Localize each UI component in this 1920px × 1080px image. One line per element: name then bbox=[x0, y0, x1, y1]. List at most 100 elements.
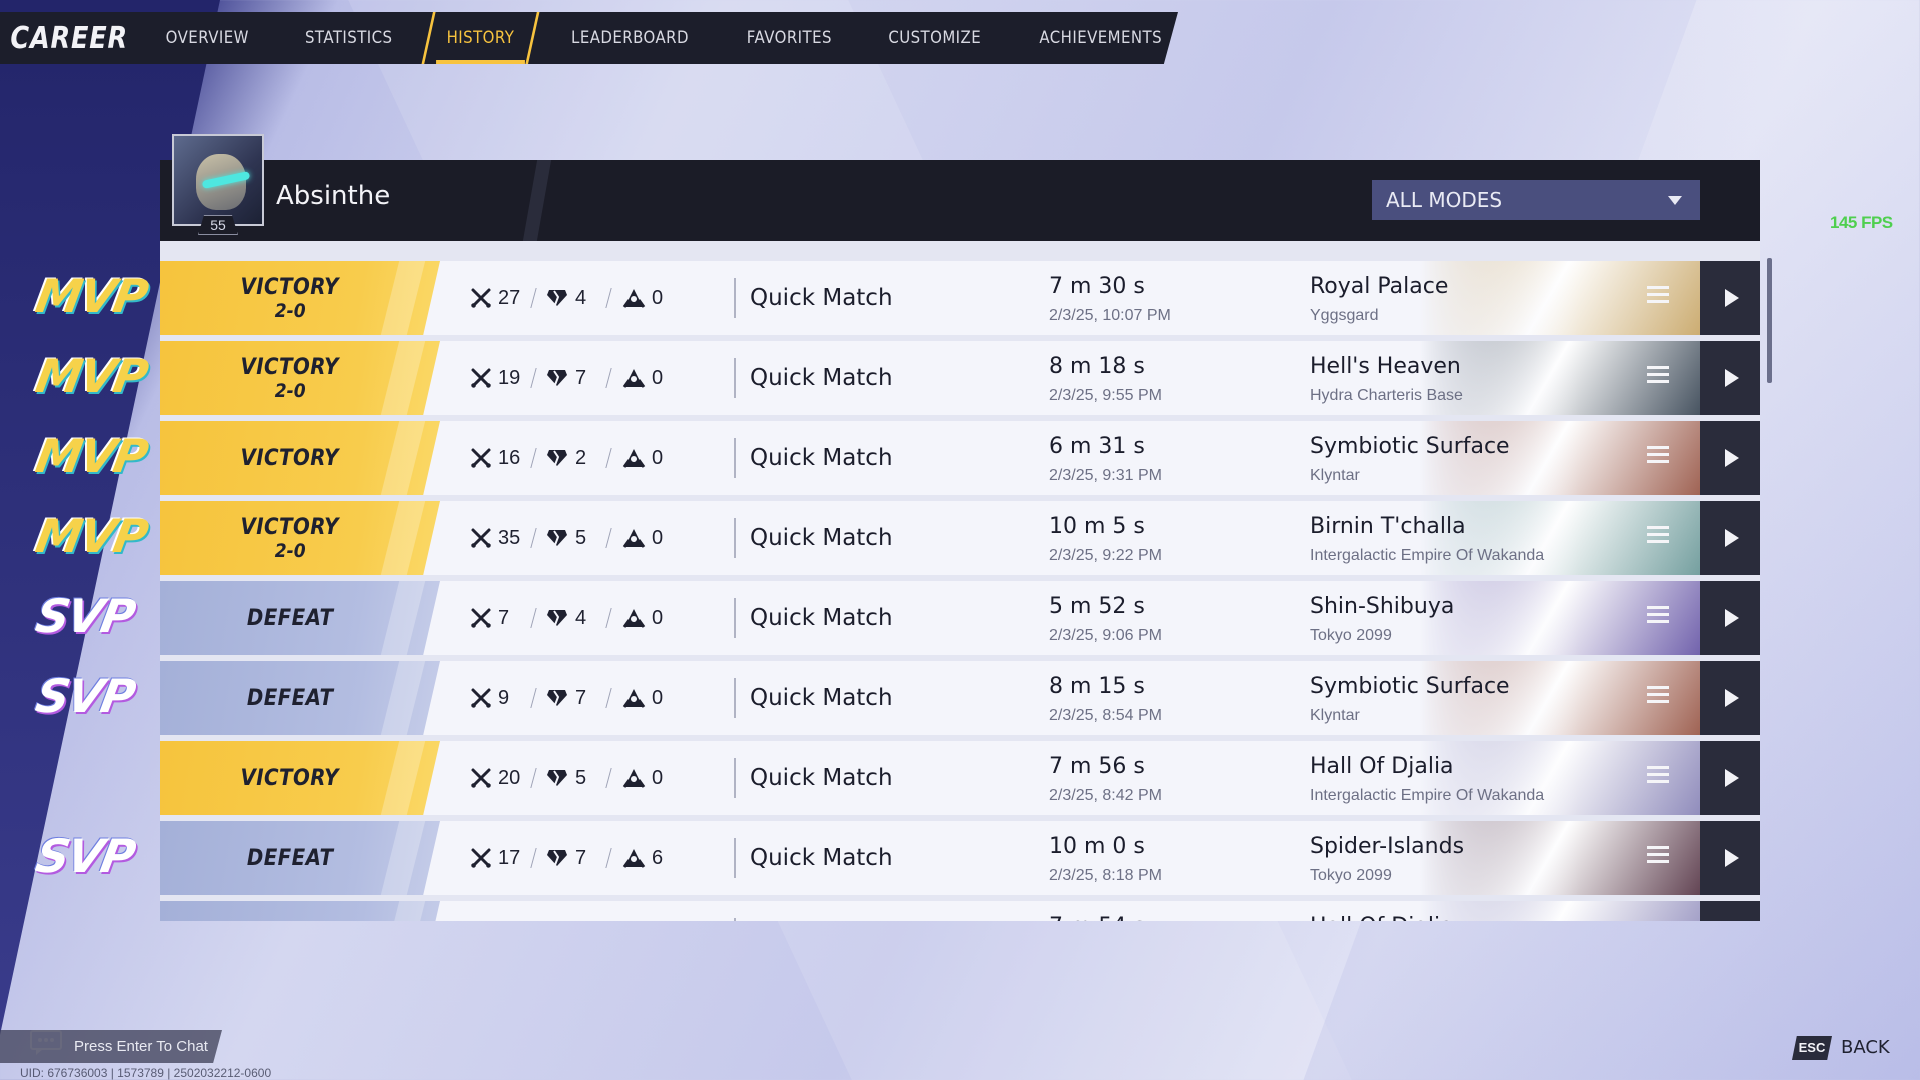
match-mode: Quick Match bbox=[750, 525, 893, 551]
replay-button[interactable] bbox=[1700, 581, 1760, 655]
replay-button[interactable] bbox=[1700, 821, 1760, 895]
map-thumbnail bbox=[1420, 501, 1710, 575]
kills-icon bbox=[470, 847, 498, 869]
deaths-value: 7 bbox=[575, 366, 587, 389]
deaths-icon bbox=[545, 608, 575, 628]
match-mode: Quick Match bbox=[750, 845, 893, 871]
match-datetime: 2/3/25, 9:22 PM bbox=[1049, 547, 1162, 564]
menu-icon[interactable] bbox=[1647, 286, 1669, 308]
tab-achievements[interactable]: ACHIEVEMENTS bbox=[1039, 28, 1163, 48]
menu-icon[interactable] bbox=[1647, 766, 1669, 788]
play-icon bbox=[1725, 449, 1739, 467]
chevron-down-icon bbox=[1668, 196, 1682, 205]
deaths-value: 5 bbox=[575, 526, 587, 549]
career-title: CAREER bbox=[10, 20, 129, 56]
map-region: Tokyo 2099 bbox=[1310, 627, 1392, 644]
stat-separator bbox=[530, 608, 537, 628]
assists-value: 0 bbox=[652, 526, 664, 549]
match-row[interactable]: VICTORY 20 5 0 Quick Match 7 m 56 s 2/3/25, 8:… bbox=[160, 741, 1760, 815]
match-row[interactable]: DEFEAT 9 7 0 Quick Match 8 m 15 s 2/3/25, 8:54… bbox=[160, 661, 1760, 735]
replay-button[interactable] bbox=[1700, 661, 1760, 735]
deaths-stat: 5 bbox=[545, 501, 586, 575]
match-history-list[interactable]: VICTORY 2-0 27 4 0 Quick Match 7 m 30 s 2/3/25,… bbox=[160, 241, 1760, 921]
tab-statistics[interactable]: STATISTICS bbox=[304, 28, 393, 48]
player-avatar[interactable] bbox=[172, 134, 264, 226]
deaths-value: 7 bbox=[575, 846, 587, 869]
match-mode: Quick Match bbox=[750, 605, 893, 631]
menu-icon[interactable] bbox=[1647, 846, 1669, 868]
stat-separator bbox=[530, 368, 537, 388]
replay-button[interactable] bbox=[1700, 741, 1760, 815]
menu-icon[interactable] bbox=[1647, 526, 1669, 548]
menu-icon[interactable] bbox=[1647, 446, 1669, 468]
match-datetime: 2/3/25, 8:54 PM bbox=[1049, 707, 1162, 724]
tab-leaderboard[interactable]: LEADERBOARD bbox=[571, 28, 690, 48]
tab-favorites[interactable]: FAVORITES bbox=[747, 28, 833, 48]
match-duration: 8 m 18 s bbox=[1049, 354, 1145, 379]
chat-prompt[interactable]: Press Enter To Chat bbox=[0, 1030, 222, 1063]
player-name: Absinthe bbox=[276, 181, 391, 211]
match-row[interactable]: VICTORY 2-0 35 5 0 Quick Match 10 m 5 s 2/3/25,… bbox=[160, 501, 1760, 575]
match-mode: Quick Match bbox=[750, 365, 893, 391]
match-row[interactable]: VICTORY 2-0 27 4 0 Quick Match 7 m 30 s 2/3/25,… bbox=[160, 261, 1760, 335]
menu-icon[interactable] bbox=[1647, 686, 1669, 708]
match-duration: 10 m 5 s bbox=[1049, 514, 1145, 539]
map-region: Tokyo 2099 bbox=[1310, 867, 1392, 884]
thumbnail-fade bbox=[1420, 341, 1580, 415]
replay-button[interactable] bbox=[1700, 341, 1760, 415]
deaths-stat: 7 bbox=[545, 661, 586, 735]
match-mode: Quick Match bbox=[750, 445, 893, 471]
replay-button[interactable] bbox=[1700, 901, 1760, 921]
thumbnail-fade bbox=[1420, 901, 1580, 921]
replay-button[interactable] bbox=[1700, 261, 1760, 335]
assists-icon bbox=[622, 367, 652, 389]
column-divider bbox=[734, 358, 736, 398]
replay-button[interactable] bbox=[1700, 421, 1760, 495]
kills-stat: 17 bbox=[470, 821, 520, 895]
match-row[interactable]: DEFEAT 13 8 0 Quick Match 7 m 54 s Hall Of Dja… bbox=[160, 901, 1760, 921]
kills-stat: 35 bbox=[470, 501, 520, 575]
match-row[interactable]: VICTORY 2-0 19 7 0 Quick Match 8 m 18 s 2/3/25,… bbox=[160, 341, 1760, 415]
stat-separator bbox=[530, 688, 537, 708]
match-row[interactable]: DEFEAT 7 4 0 Quick Match 5 m 52 s 2/3/25, 9:06… bbox=[160, 581, 1760, 655]
menu-icon[interactable] bbox=[1647, 366, 1669, 388]
back-button[interactable]: BACK bbox=[1841, 1037, 1890, 1058]
result-label: VICTORY bbox=[240, 354, 340, 380]
kills-value: 9 bbox=[498, 686, 510, 709]
kills-value: 20 bbox=[498, 766, 521, 789]
replay-button[interactable] bbox=[1700, 501, 1760, 575]
assists-value: 0 bbox=[652, 286, 664, 309]
tab-overview[interactable]: OVERVIEW bbox=[166, 28, 250, 48]
deaths-value: 4 bbox=[575, 286, 587, 309]
assists-value: 0 bbox=[652, 446, 664, 469]
column-divider bbox=[734, 758, 736, 798]
assists-icon bbox=[622, 527, 652, 549]
result-banner: VICTORY 2-0 bbox=[160, 261, 440, 335]
assists-value: 0 bbox=[652, 606, 664, 629]
stat-separator bbox=[530, 768, 537, 788]
round-score: 2-0 bbox=[274, 379, 306, 402]
match-datetime: 2/3/25, 9:55 PM bbox=[1049, 387, 1162, 404]
svp-badge: SVP bbox=[31, 589, 138, 643]
mode-filter-dropdown[interactable]: ALL MODES bbox=[1372, 180, 1700, 220]
tab-history[interactable]: HISTORY bbox=[428, 12, 534, 64]
menu-icon[interactable] bbox=[1647, 606, 1669, 628]
stat-separator bbox=[530, 288, 537, 308]
match-mode: Quick Match bbox=[750, 901, 893, 921]
match-datetime: 2/3/25, 9:06 PM bbox=[1049, 627, 1162, 644]
match-row[interactable]: DEFEAT 17 7 6 Quick Match 10 m 0 s 2/3/25, 8:1… bbox=[160, 821, 1760, 895]
result-label: DEFEAT bbox=[246, 845, 334, 871]
match-datetime: 2/3/25, 8:18 PM bbox=[1049, 867, 1162, 884]
map-thumbnail bbox=[1420, 261, 1710, 335]
stat-separator bbox=[530, 448, 537, 468]
tab-customize[interactable]: CUSTOMIZE bbox=[888, 28, 982, 48]
list-scrollbar[interactable] bbox=[1767, 258, 1772, 383]
kills-value: 35 bbox=[498, 526, 521, 549]
kills-stat: 7 bbox=[470, 581, 509, 655]
assists-stat: 0 bbox=[622, 261, 663, 335]
match-row[interactable]: VICTORY 16 2 0 Quick Match 6 m 31 s 2/3/25, 9:… bbox=[160, 421, 1760, 495]
play-icon bbox=[1725, 529, 1739, 547]
column-divider bbox=[734, 598, 736, 638]
kills-stat: 16 bbox=[470, 421, 520, 495]
play-icon bbox=[1725, 289, 1739, 307]
